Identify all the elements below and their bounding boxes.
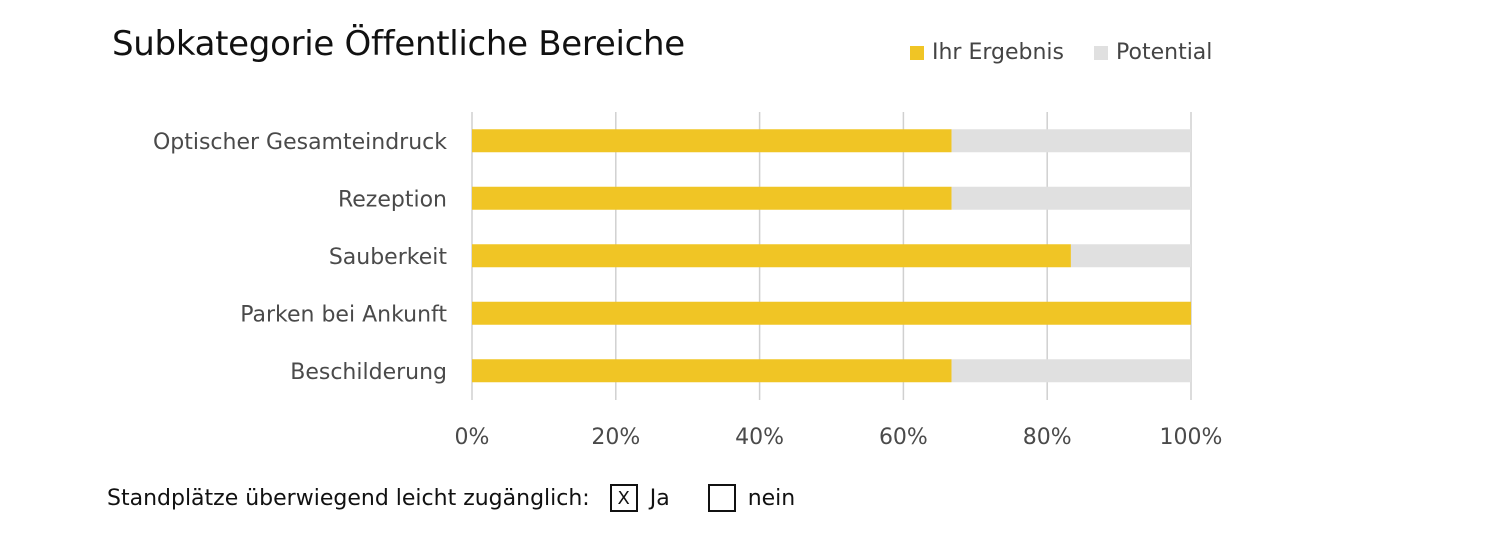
x-tick-label: 40%	[735, 425, 784, 450]
checkbox-nein-label: nein	[747, 485, 796, 511]
category-label: Sauberkeit	[329, 245, 448, 270]
category-label: Beschilderung	[290, 360, 447, 385]
accessibility-question: Standplätze überwiegend leicht zugänglic…	[107, 484, 795, 512]
x-tick-label: 80%	[1023, 425, 1072, 450]
category-label: Rezeption	[338, 187, 447, 212]
bar-potential	[951, 129, 1191, 153]
bar-result	[472, 301, 1191, 325]
bar-result	[472, 129, 952, 153]
bar-potential	[951, 186, 1191, 210]
chart-legend: Ihr Ergebnis Potential	[910, 40, 1242, 65]
bar-result	[472, 186, 952, 210]
bar-result	[472, 359, 952, 383]
x-tick-label: 100%	[1160, 425, 1223, 450]
bar-chart: 0% 20% 40% 60% 80% 100% Optischer Gesamteindru…	[153, 112, 1223, 450]
checkbox-ja[interactable]: X	[609, 484, 638, 512]
legend-item-potential: Potential	[1094, 40, 1212, 65]
x-tick-label: 0%	[455, 425, 490, 450]
legend-label-potential: Potential	[1116, 40, 1213, 65]
bar-result	[472, 244, 1071, 268]
category-label: Optischer Gesamteindruck	[153, 130, 447, 155]
x-tick-label: 60%	[879, 425, 928, 450]
bar-potential	[1070, 244, 1191, 268]
checkbox-nein[interactable]	[707, 484, 736, 512]
legend-label-result: Ihr Ergebnis	[932, 40, 1065, 65]
legend-swatch-potential	[1094, 45, 1109, 60]
bar-potential	[951, 359, 1191, 383]
legend-swatch-result	[910, 45, 924, 60]
chart-title: Subkategorie Öffentliche Bereiche	[112, 24, 685, 64]
category-label: Parken bei Ankunft	[240, 302, 447, 327]
legend-item-result: Ihr Ergebnis	[910, 40, 1064, 65]
checkbox-ja-label: Ja	[649, 485, 670, 511]
x-tick-label: 20%	[591, 425, 640, 450]
accessibility-question-label: Standplätze überwiegend leicht zugänglic…	[107, 485, 590, 511]
